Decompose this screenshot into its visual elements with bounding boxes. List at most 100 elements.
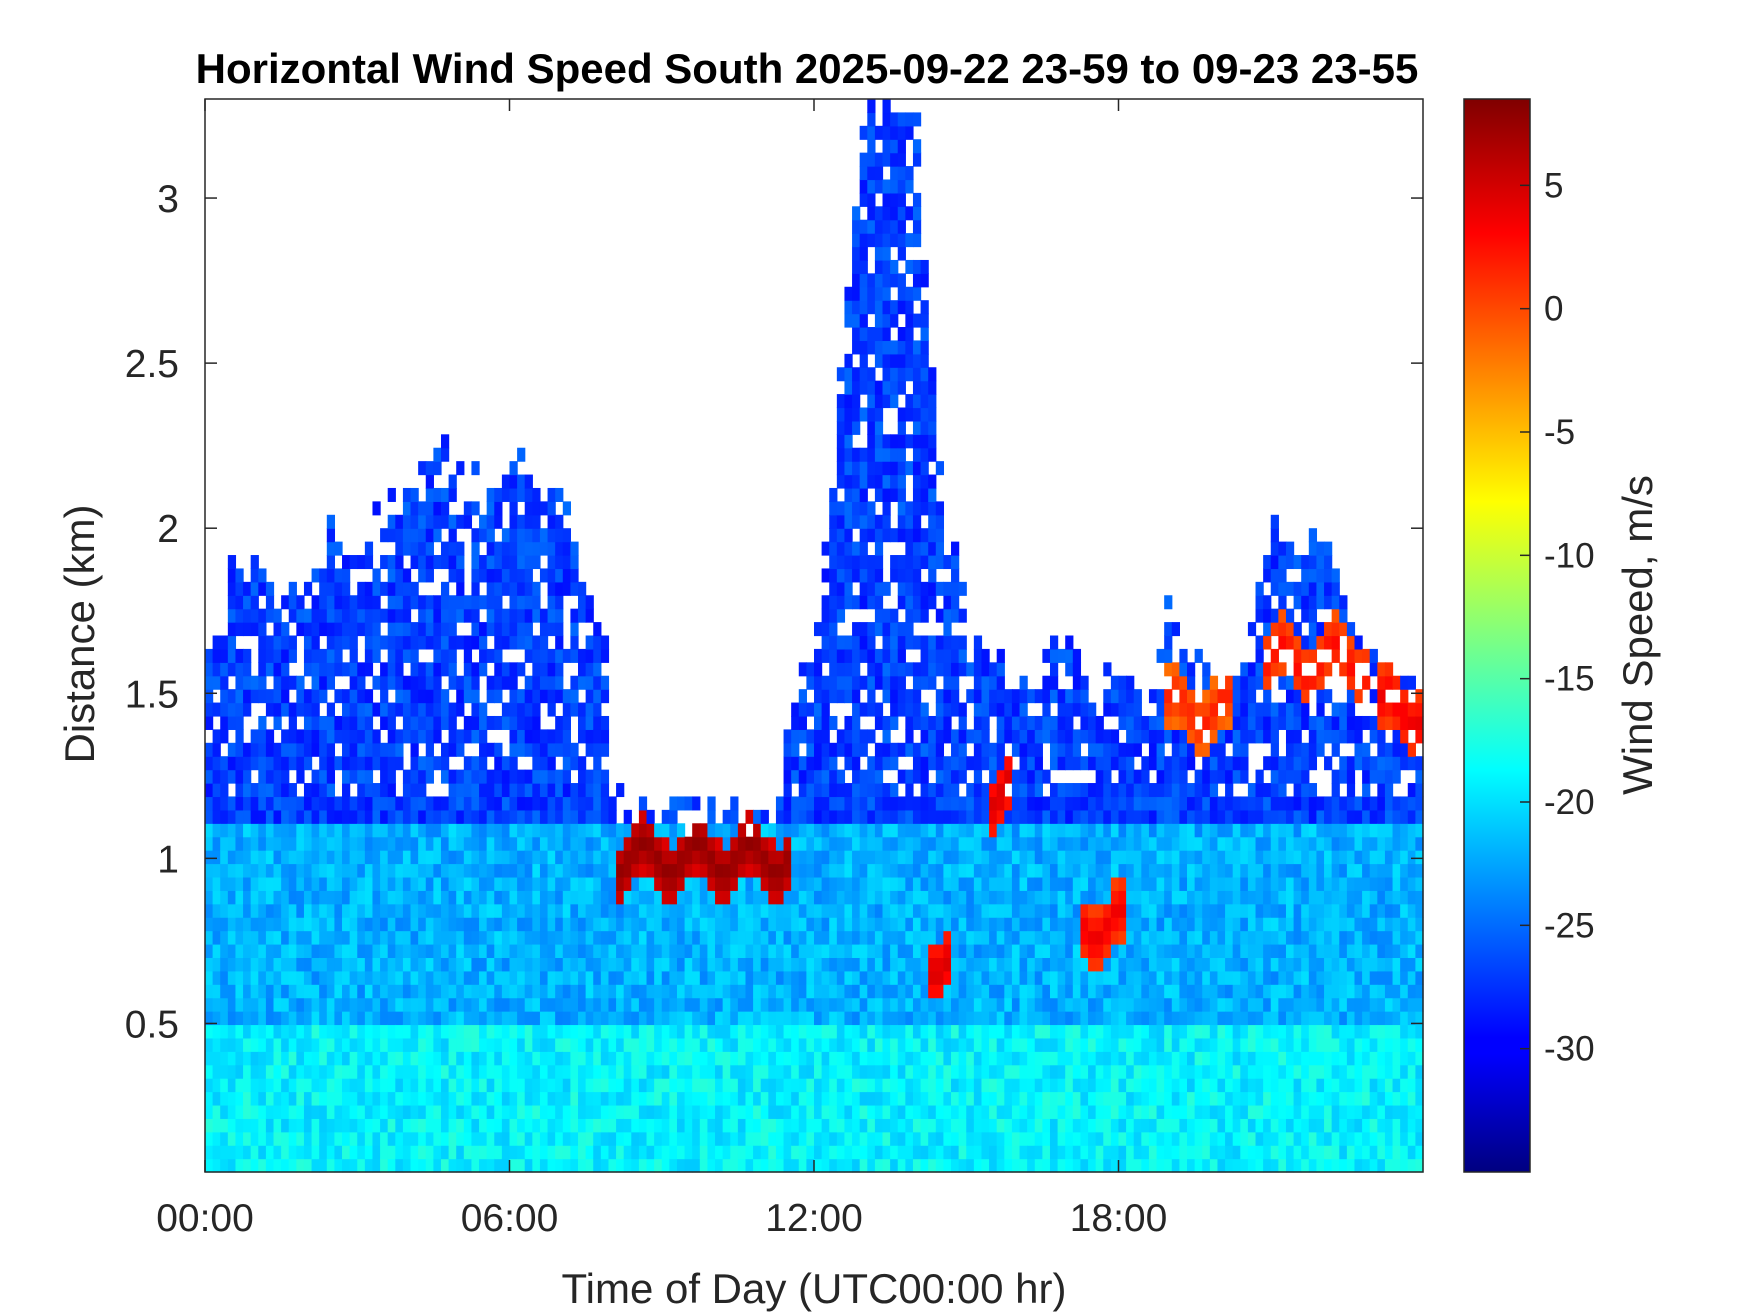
heatmap-cell bbox=[1095, 903, 1104, 918]
heatmap-cell bbox=[410, 970, 419, 985]
heatmap-cell bbox=[867, 286, 876, 301]
heatmap-cell bbox=[912, 555, 922, 570]
heatmap-cell bbox=[654, 1024, 663, 1039]
heatmap-cell bbox=[235, 823, 244, 838]
heatmap-cell bbox=[410, 1078, 419, 1093]
heatmap-cell bbox=[456, 675, 465, 690]
heatmap-cell bbox=[676, 1131, 686, 1146]
heatmap-cell bbox=[440, 595, 450, 610]
heatmap-cell bbox=[235, 702, 244, 717]
heatmap-cell bbox=[593, 1078, 602, 1093]
heatmap-cell bbox=[897, 192, 906, 207]
heatmap-cell bbox=[570, 917, 579, 932]
heatmap-cell bbox=[463, 675, 473, 690]
heatmap-cell bbox=[692, 1064, 701, 1079]
heatmap-cell bbox=[715, 1118, 724, 1133]
heatmap-cell bbox=[1042, 1011, 1051, 1026]
heatmap-cell bbox=[250, 689, 259, 704]
heatmap-cell bbox=[844, 420, 853, 435]
heatmap-cell bbox=[928, 1104, 937, 1119]
heatmap-cell bbox=[235, 917, 244, 932]
heatmap-cell bbox=[890, 555, 899, 570]
heatmap-cell bbox=[1065, 1064, 1074, 1079]
heatmap-cell bbox=[265, 1145, 275, 1160]
heatmap-cell bbox=[326, 568, 336, 583]
heatmap-cell bbox=[669, 876, 678, 891]
heatmap-cell bbox=[303, 943, 313, 958]
heatmap-cell bbox=[303, 876, 313, 891]
heatmap-cell bbox=[646, 1051, 655, 1066]
heatmap-cell bbox=[463, 863, 473, 878]
heatmap-cell bbox=[387, 702, 396, 717]
heatmap-cell bbox=[1110, 1064, 1120, 1079]
heatmap-cell bbox=[288, 1104, 297, 1119]
heatmap-cell bbox=[220, 756, 229, 771]
heatmap-cell bbox=[745, 984, 754, 999]
heatmap-cell bbox=[1103, 1011, 1112, 1026]
heatmap-cell bbox=[897, 1158, 906, 1173]
heatmap-cell bbox=[654, 1091, 663, 1106]
heatmap-cell bbox=[669, 1131, 678, 1146]
heatmap-cell bbox=[243, 608, 252, 623]
heatmap-cell bbox=[1065, 930, 1074, 945]
heatmap-cell bbox=[296, 984, 305, 999]
heatmap-cell bbox=[928, 890, 937, 905]
heatmap-cell bbox=[966, 1145, 975, 1160]
heatmap-cell bbox=[524, 823, 533, 838]
heatmap-cell bbox=[1049, 957, 1059, 972]
heatmap-cell bbox=[288, 917, 297, 932]
heatmap-cell bbox=[1011, 1131, 1021, 1146]
heatmap-cell bbox=[730, 943, 739, 958]
heatmap-cell bbox=[600, 1037, 610, 1052]
heatmap-cell bbox=[433, 1104, 442, 1119]
heatmap-cell bbox=[265, 796, 275, 811]
heatmap-cell bbox=[501, 1051, 511, 1066]
heatmap-cell bbox=[547, 997, 556, 1012]
heatmap-cell bbox=[631, 836, 640, 851]
heatmap-cell bbox=[334, 541, 343, 556]
heatmap-cell bbox=[570, 1078, 579, 1093]
heatmap-cell bbox=[996, 823, 1005, 838]
heatmap-cell bbox=[897, 139, 906, 154]
heatmap-cell bbox=[250, 957, 259, 972]
heatmap-cell bbox=[1027, 729, 1036, 744]
heatmap-cell bbox=[440, 622, 450, 637]
heatmap-cell bbox=[882, 1064, 891, 1079]
heatmap-cell bbox=[844, 1118, 853, 1133]
heatmap-cell bbox=[1027, 689, 1036, 704]
heatmap-cell bbox=[928, 420, 937, 435]
heatmap-cell bbox=[852, 823, 861, 838]
heatmap-cell bbox=[425, 850, 434, 865]
heatmap-cell bbox=[440, 970, 450, 985]
heatmap-cell bbox=[524, 648, 533, 663]
heatmap-cell bbox=[1057, 863, 1066, 878]
heatmap-cell bbox=[638, 1091, 648, 1106]
heatmap-cell bbox=[768, 876, 777, 891]
heatmap-cell bbox=[479, 783, 488, 798]
heatmap-cell bbox=[897, 286, 906, 301]
heatmap-cell bbox=[486, 528, 495, 543]
heatmap-cell bbox=[874, 487, 884, 502]
heatmap-cell bbox=[791, 769, 800, 784]
heatmap-cell bbox=[311, 729, 320, 744]
heatmap-cell bbox=[448, 702, 457, 717]
heatmap-cell bbox=[456, 541, 465, 556]
heatmap-cell bbox=[867, 943, 876, 958]
heatmap-cell bbox=[768, 850, 777, 865]
heatmap-cell bbox=[821, 769, 830, 784]
heatmap-cell bbox=[593, 863, 602, 878]
heatmap-cell bbox=[319, 903, 328, 918]
heatmap-cell bbox=[357, 1024, 366, 1039]
heatmap-cell bbox=[532, 836, 541, 851]
heatmap-cell bbox=[943, 555, 952, 570]
heatmap-cell bbox=[372, 568, 381, 583]
heatmap-cell bbox=[882, 635, 891, 650]
heatmap-cell bbox=[501, 997, 511, 1012]
heatmap-cell bbox=[303, 957, 313, 972]
heatmap-cell bbox=[859, 783, 868, 798]
heatmap-cell bbox=[1049, 689, 1059, 704]
heatmap-cell bbox=[928, 1145, 937, 1160]
heatmap-cell bbox=[859, 353, 868, 368]
heatmap-cell bbox=[973, 689, 983, 704]
